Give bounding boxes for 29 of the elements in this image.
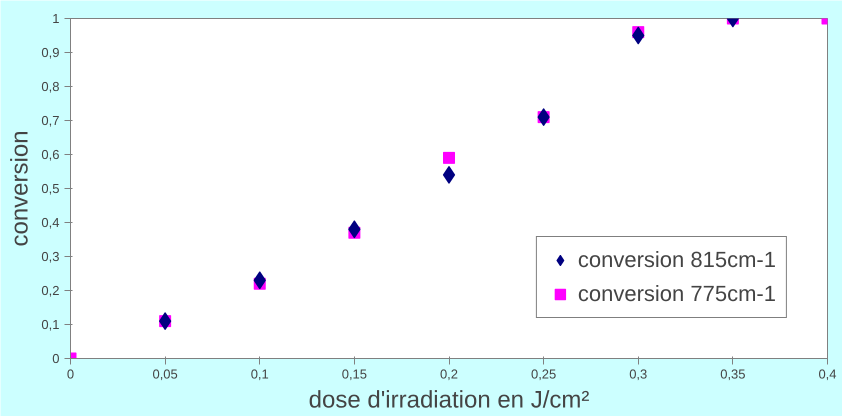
y-tick-label: 1 (52, 11, 60, 26)
x-tick-label: 0,2 (440, 366, 458, 382)
y-tick-label: 0,5 (41, 181, 60, 196)
x-tick-label: 0,25 (530, 366, 556, 382)
point (348, 220, 361, 238)
legend-label: conversion 775cm-1 (578, 281, 776, 307)
x-axis-title: dose d'irradiation en J/cm² (308, 386, 590, 414)
y-tick-label: 0,4 (41, 215, 60, 230)
x-tick-label: 0,15 (342, 366, 368, 382)
y-tick-label: 0,1 (41, 317, 60, 332)
y-tick-label: 0,2 (41, 283, 60, 298)
y-tick-label: 0 (52, 351, 60, 366)
point (443, 152, 455, 164)
x-tick-label: 0,1 (250, 366, 269, 382)
x-tick-label: 0,3 (629, 366, 648, 382)
x-tick-label: 0 (66, 366, 74, 382)
y-tick-label: 0,9 (41, 45, 60, 60)
y-tick-label: 0,6 (41, 147, 60, 162)
legend-label: conversion 815cm-1 (578, 247, 776, 273)
x-tick-label: 0,4 (818, 366, 837, 382)
point (442, 166, 456, 184)
x-tick-label: 0,05 (152, 366, 178, 382)
point (158, 312, 172, 330)
y-tick-label: 0,8 (41, 79, 60, 94)
y-axis-title: conversion (6, 130, 34, 247)
y-tick-label: 0,7 (41, 113, 60, 128)
y-tick-label: 0,3 (41, 249, 60, 264)
point (537, 108, 550, 126)
x-tick-label: 0,35 (720, 366, 746, 382)
